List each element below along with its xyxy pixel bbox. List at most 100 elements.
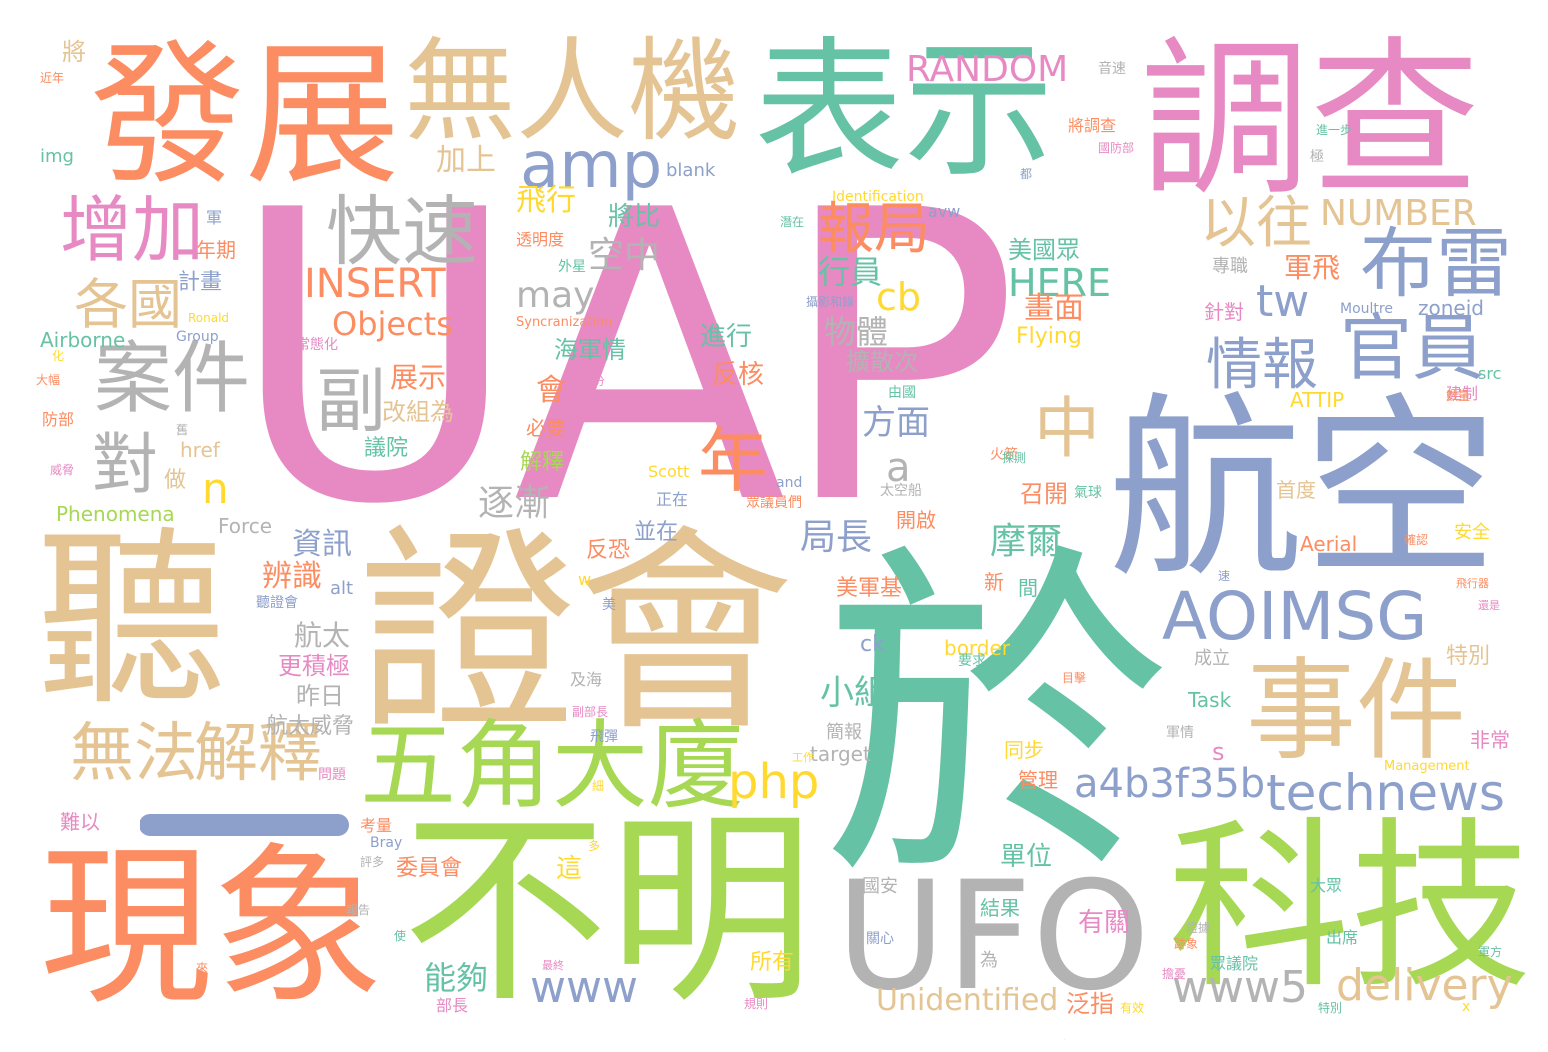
word-small: 潛在 — [780, 215, 805, 229]
word-small: 並在 — [634, 520, 679, 545]
word-hangkong: 航空 — [1108, 376, 1498, 603]
word-jiangbi: 將比 — [608, 202, 661, 232]
word-small: 飛彈 — [590, 729, 618, 745]
word-zengjia: 增加 — [60, 188, 205, 272]
word-small: 特別 — [1446, 644, 1491, 669]
word-small: 來 — [196, 961, 209, 975]
word-small: 計畫 — [178, 270, 223, 295]
word-kuaisu: 快速 — [326, 187, 478, 276]
word-small: 非常 — [1470, 728, 1510, 752]
word-small: 特別 — [1318, 1001, 1343, 1015]
word-biaoshi: 表示 — [754, 24, 1055, 198]
word-zoneid: zoneid — [1418, 296, 1484, 320]
word-management: Management — [1384, 759, 1470, 774]
word-shijian: 事件 — [1246, 647, 1466, 775]
word-identification: Identification — [832, 189, 924, 205]
word-small: 將 — [62, 38, 86, 66]
word-small: 出席 — [1326, 928, 1359, 947]
word-small: 解釋 — [520, 450, 565, 475]
word-small: 新 — [984, 570, 1004, 594]
word-small: 細 — [592, 779, 605, 793]
word-zixun: 資訊 — [292, 527, 352, 562]
word-www5: www5 — [1172, 962, 1308, 1013]
word-small: 證據 — [1186, 921, 1211, 935]
word-small: 評多 — [360, 855, 385, 869]
word-small: 關心 — [866, 931, 894, 947]
word-cb: cb — [876, 275, 922, 319]
word-small: 太空船 — [880, 483, 922, 499]
word-small: 由國 — [888, 385, 916, 401]
word-zhong: 中 — [1034, 390, 1100, 467]
word-task: Task — [1188, 688, 1232, 712]
word-blank: blank — [666, 160, 716, 181]
word-small: 極 — [1310, 149, 1324, 165]
word-technews: technews — [1266, 764, 1505, 822]
word-small: 透明度 — [516, 230, 565, 249]
word-x: x — [1462, 999, 1471, 1015]
word-php: php — [728, 754, 820, 810]
word-moultre: Moultre — [1340, 301, 1393, 317]
word-insert: INSERT — [304, 261, 446, 307]
word-small: 有效 — [1120, 1001, 1145, 1015]
word-small: 防部 — [42, 410, 75, 429]
word-small: 音速 — [1098, 61, 1126, 77]
word-small: 必要 — [526, 416, 566, 440]
word-yiwang: 以往 — [1200, 191, 1312, 256]
word-here: HERE — [1008, 261, 1111, 305]
word-small: 氣球 — [1074, 485, 1102, 501]
word-small: 舊 — [176, 423, 189, 437]
word-wufa: 無法 — [70, 717, 198, 791]
word-guanyuan: 官員 — [1340, 306, 1485, 390]
word-small: 能夠 — [424, 959, 489, 997]
word-number: NUMBER — [1320, 193, 1477, 234]
word-xiaozu: 小組 — [820, 673, 888, 713]
word-small: 工作 — [792, 751, 814, 764]
word-small: 副部長 — [572, 705, 609, 719]
word-small: 做 — [164, 468, 187, 493]
word-jieshi: 解釋 — [194, 717, 322, 791]
word-src: src — [1478, 364, 1502, 383]
word-fangmian: 方面 — [862, 403, 930, 443]
word-wuti: 物體 — [824, 313, 889, 351]
word-n: n — [202, 464, 229, 513]
word-small: 最終 — [542, 959, 564, 972]
word-small: 都 — [1020, 167, 1033, 181]
word-hangtai: 航太 — [294, 619, 351, 652]
word-img: img — [40, 146, 74, 167]
word-small: 反恐 — [586, 538, 631, 563]
word-small: 將調查 — [1068, 116, 1117, 135]
word-zhujian: 逐漸 — [478, 483, 551, 524]
word-fanhe: 反核 — [712, 360, 765, 390]
word-small: 單位 — [1000, 842, 1053, 872]
word-haijunqing: 海軍情 — [554, 336, 626, 364]
word-small: 進一步 — [1316, 123, 1353, 137]
word-a4b3f35b: a4b3f35b — [1074, 761, 1266, 807]
word-href: href — [180, 438, 220, 462]
word-bianshi: 辨識 — [262, 559, 322, 594]
word-bray: Bray — [370, 835, 403, 851]
word-small: 多 — [588, 839, 601, 853]
word-small: 所有 — [750, 950, 795, 975]
word-small: 確認 — [1404, 533, 1429, 547]
word-and: and — [776, 475, 803, 491]
word-unidentified: Unidentified — [876, 983, 1059, 1018]
word-alt: alt — [330, 578, 354, 599]
word-avw: avw — [928, 202, 961, 221]
word-small: 針對 — [1204, 300, 1244, 324]
word-small: 目擊 — [1062, 671, 1087, 685]
word-ufo: UFO — [836, 850, 1151, 1024]
word-keji: 科技 — [1168, 801, 1532, 1013]
word-small: 擔憂 — [1162, 967, 1187, 981]
word-small: 大眾 — [1310, 876, 1343, 895]
word-aoimsg: AOIMSG — [1162, 578, 1428, 655]
word-small: 難以 — [60, 810, 100, 834]
word-small: 數量 — [1446, 389, 1471, 403]
word-small: 問題 — [318, 767, 346, 783]
word-nian: 年 — [698, 420, 768, 502]
word-small: 委員會 — [396, 856, 463, 881]
word-diaocha: 調查 — [1140, 22, 1481, 220]
word-anjian: 案件 — [94, 334, 251, 424]
word-small: 報告 — [346, 903, 371, 917]
word-may: may — [516, 275, 595, 316]
